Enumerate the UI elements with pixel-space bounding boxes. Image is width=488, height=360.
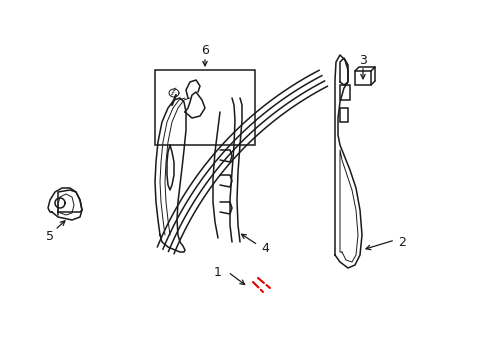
- Text: 5: 5: [46, 230, 54, 243]
- Text: 1: 1: [214, 266, 222, 279]
- Text: 6: 6: [201, 44, 208, 57]
- Text: 3: 3: [358, 54, 366, 67]
- Text: 4: 4: [261, 242, 268, 255]
- Text: 2: 2: [397, 235, 405, 248]
